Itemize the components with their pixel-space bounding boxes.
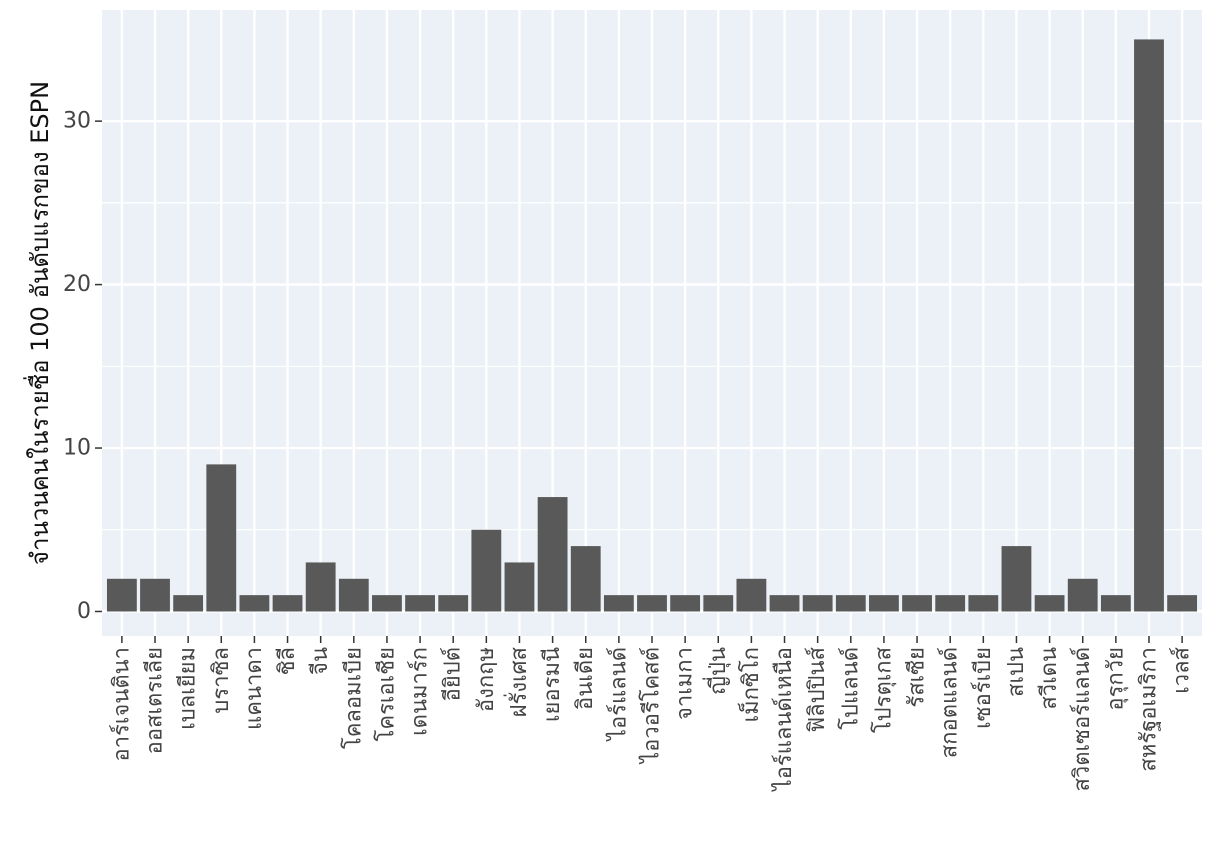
bar (106, 578, 137, 612)
bar (802, 595, 833, 612)
x-tick-label: ฝรั่งเศส (503, 646, 532, 717)
bar (471, 529, 502, 612)
x-tick-label: โปรตุเกส (870, 646, 896, 733)
y-tick-label: 20 (63, 272, 91, 297)
bar (338, 578, 369, 612)
bar (272, 595, 303, 612)
bar (1100, 595, 1131, 612)
x-tick-label: ชิลี (275, 647, 300, 675)
x-tick-label: เบลเยียม (176, 647, 201, 730)
bar (603, 595, 634, 612)
x-tick-label: จีน (308, 647, 333, 675)
y-tick-label: 0 (77, 599, 91, 624)
x-tick-label: ไอร์แลนด์เหนือ (771, 647, 797, 792)
bar (968, 595, 999, 612)
bar (637, 595, 667, 612)
bar (1034, 595, 1065, 612)
y-tick-label: 10 (63, 436, 91, 461)
x-tick-label: ออสเตรเลีย (143, 647, 168, 754)
x-tick-label: ญี่ปุ่น (702, 647, 731, 695)
bar (670, 595, 701, 612)
x-tick-label: เม็กซิโก (736, 647, 764, 722)
x-tick-label: ไอวอรีโคสต์ (639, 647, 665, 765)
x-tick-label: ไอร์แลนด์ (605, 647, 631, 742)
bar (504, 562, 535, 612)
bar (1167, 595, 1198, 612)
x-tick-label: โคลอมเบีย (340, 647, 366, 749)
x-tick-label: จาเมกา (673, 647, 698, 720)
bar (305, 562, 336, 612)
x-tick-label: เซอร์เบีย (971, 647, 996, 729)
x-tick-label: เยอรมนี (540, 647, 565, 722)
x-tick-label: แคนาดา (242, 647, 267, 730)
bar (206, 464, 237, 612)
bar (703, 595, 734, 612)
x-tick-label: สหรัฐอเมริกา (1136, 647, 1161, 772)
bar (570, 546, 601, 612)
x-tick-label: อียิปต์ (441, 647, 466, 701)
x-axis: อาร์เจนตินา ออสเตรเลีย เบลเยียม บราซิล แคนาด… (109, 636, 1195, 792)
bar (935, 595, 966, 612)
bars (106, 39, 1198, 612)
x-tick-label: เดนมาร์ก (408, 647, 433, 736)
x-tick-label: อุรุกวัย (1103, 647, 1128, 711)
y-tick-label: 30 (63, 109, 91, 134)
x-tick-label: อาร์เจนตินา (109, 647, 134, 762)
bar (736, 578, 767, 612)
x-tick-label: สวิตเซอร์แลนด์ (1070, 647, 1095, 792)
x-tick-label: สกอตแลนด์ (938, 647, 963, 758)
bar (902, 595, 932, 612)
x-tick-label: บราซิล (209, 647, 234, 714)
x-tick-label: อินเดีย (573, 647, 598, 710)
bar (1067, 578, 1098, 612)
x-tick-label: ฟิลิปปินส์ (805, 646, 830, 732)
bar (140, 578, 170, 612)
x-tick-label: รัสเซีย (905, 647, 930, 708)
bar (835, 595, 866, 612)
x-tick-label: เวลส์ (1170, 646, 1195, 693)
bar (438, 595, 469, 612)
bar (239, 595, 270, 612)
bar (372, 595, 402, 612)
bar (769, 595, 800, 612)
bar (869, 595, 899, 612)
y-axis-title: จำนวนคนในรายชื่อ 100 อันดับแรกของ ESPN (23, 81, 54, 565)
x-tick-label: อังกฤษ (474, 647, 499, 712)
bar (537, 497, 568, 612)
bar (405, 595, 435, 612)
bar (1134, 39, 1164, 612)
bar (1001, 546, 1032, 612)
x-tick-label: โครเอเชีย (373, 647, 399, 741)
y-axis: 0 10 20 30 (63, 109, 102, 624)
bar (173, 595, 204, 612)
x-tick-label: สเปน (1004, 647, 1029, 697)
x-tick-label: โปแลนด์ (837, 647, 863, 730)
x-tick-label: สวีเดน (1037, 647, 1062, 710)
